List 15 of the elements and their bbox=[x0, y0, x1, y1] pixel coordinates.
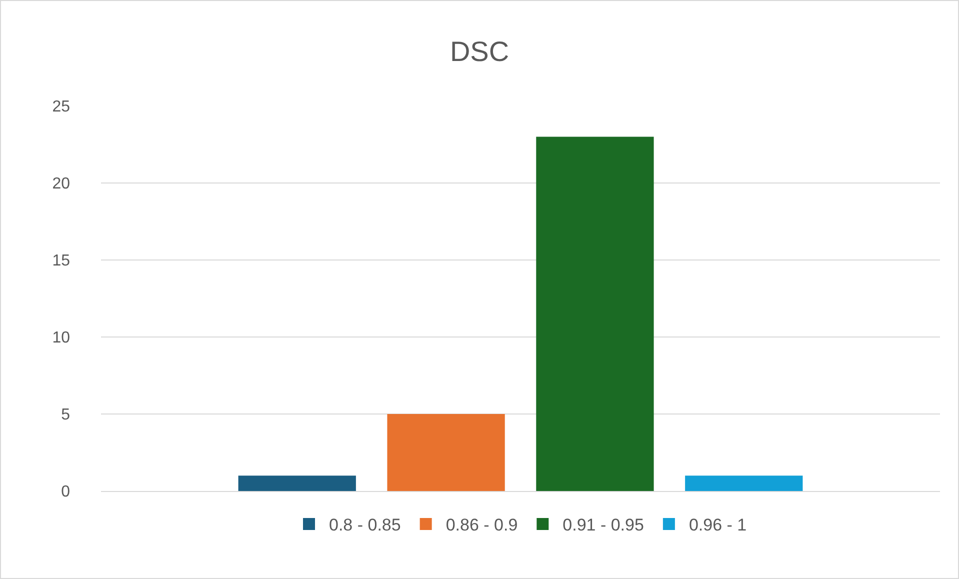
chart-title: DSC bbox=[450, 36, 510, 67]
legend-label: 0.91 - 0.95 bbox=[562, 516, 644, 535]
y-tick-label: 5 bbox=[61, 406, 70, 424]
bar bbox=[387, 414, 505, 491]
y-tick-label: 15 bbox=[52, 252, 70, 270]
legend-label: 0.8 - 0.85 bbox=[329, 516, 401, 535]
y-tick-label: 25 bbox=[52, 98, 70, 116]
legend-label: 0.86 - 0.9 bbox=[446, 516, 518, 535]
legend-label: 0.96 - 1 bbox=[688, 516, 747, 535]
bar bbox=[536, 136, 654, 491]
y-tick-label: 10 bbox=[52, 330, 70, 347]
y-tick-label: 20 bbox=[52, 176, 70, 193]
bar bbox=[685, 476, 803, 491]
y-tick-label: 0 bbox=[61, 484, 70, 501]
bar bbox=[238, 476, 356, 491]
